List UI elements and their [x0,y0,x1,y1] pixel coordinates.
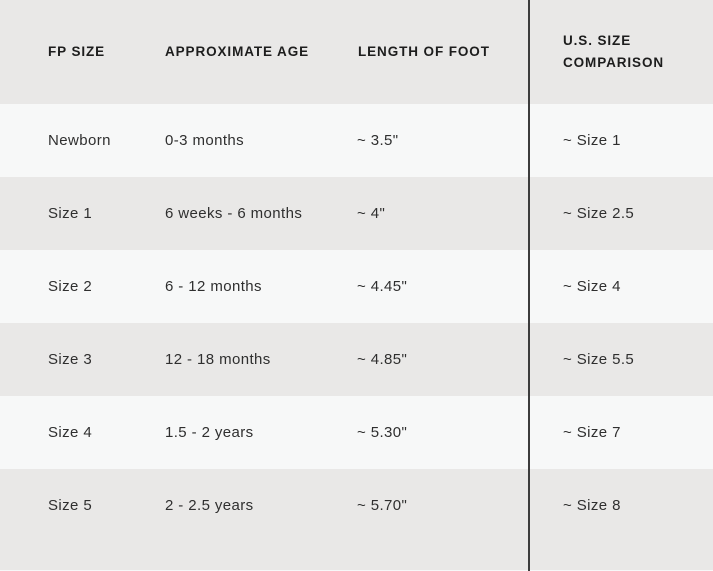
cell-age: 12 - 18 months [165,350,271,368]
cell-fp-size: Size 4 [48,423,93,441]
cell-foot-length: ~ 3.5" [357,131,399,149]
cell-fp-size: Size 1 [48,204,93,222]
cell-fp-size: Size 3 [48,350,93,368]
header-us-size-comparison: U.S. SIZE COMPARISON [563,33,665,70]
cell-foot-length: ~ 5.30" [357,423,408,441]
cell-fp-size: Size 5 [48,497,93,514]
cell-foot-length: ~ 4.45" [357,277,408,295]
cell-us-size: ~ Size 8 [563,497,621,514]
table-row-size-4: Size 4 1.5 - 2 years ~ 5.30" ~ Size 7 [0,396,713,469]
cell-foot-length: ~ 4.85" [357,350,408,368]
cell-fp-size: Newborn [48,131,111,149]
table-row-size-1: Size 1 6 weeks - 6 months ~ 4" ~ Size 2.… [0,177,713,250]
cell-age: 1.5 - 2 years [165,423,254,441]
cell-us-size: ~ Size 7 [563,423,621,441]
cell-us-size: ~ Size 1 [563,131,621,149]
table-row-size-2: Size 2 6 - 12 months ~ 4.45" ~ Size 4 [0,250,713,323]
cell-age: 2 - 2.5 years [165,497,254,514]
column-divider-line [528,0,530,571]
size-chart-header-row: FP SIZE APPROXIMATE AGE LENGTH OF FOOT U… [0,0,713,104]
cell-us-size: ~ Size 5.5 [563,350,635,368]
cell-foot-length: ~ 5.70" [357,497,408,514]
cell-us-size: ~ Size 4 [563,277,621,295]
cell-fp-size: Size 2 [48,277,93,295]
header-length-of-foot: LENGTH OF FOOT [358,44,490,59]
header-fp-size: FP SIZE [48,44,106,59]
cell-foot-length: ~ 4" [357,204,386,222]
cell-age: 6 - 12 months [165,277,262,295]
cell-age: 0-3 months [165,131,245,149]
table-row-size-3: Size 3 12 - 18 months ~ 4.85" ~ Size 5.5 [0,323,713,396]
cell-age: 6 weeks - 6 months [165,204,303,222]
table-row-newborn: Newborn 0-3 months ~ 3.5" ~ Size 1 [0,104,713,177]
cell-us-size: ~ Size 2.5 [563,204,635,222]
header-approximate-age: APPROXIMATE AGE [165,44,310,59]
table-row-size-5: Size 5 2 - 2.5 years ~ 5.70" ~ Size 8 [0,469,713,570]
